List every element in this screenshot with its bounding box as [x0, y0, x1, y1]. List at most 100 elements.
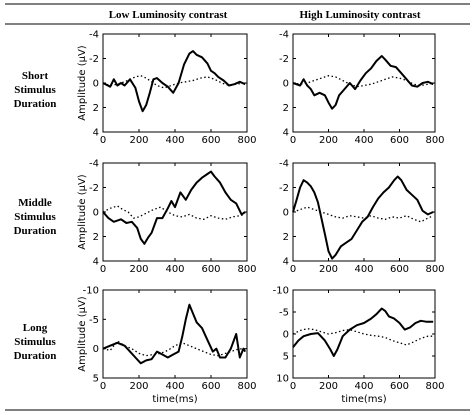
y-tick-label: 0: [283, 208, 289, 219]
x-tick-label: 0: [290, 135, 296, 146]
col-header-low: Low Luminosity contrast: [109, 9, 228, 21]
y-tick-label: -4: [89, 159, 99, 170]
row-header-short-line3: Duration: [14, 98, 57, 110]
row-header-middle-line1: Middle: [18, 197, 52, 209]
x-tick-label: 600: [201, 135, 220, 146]
plot-frame: [292, 33, 436, 133]
x-tick-label: 600: [201, 264, 220, 275]
y-tick-label: -2: [89, 183, 99, 194]
y-tick-label: 4: [283, 128, 289, 139]
x-tick-label: 0: [290, 264, 296, 275]
x-tick-label: 200: [129, 381, 148, 392]
y-tick-label: -4: [89, 30, 99, 41]
x-tick-label: 0: [100, 135, 106, 146]
plot-frame: [102, 289, 248, 379]
x-tick-label: 800: [237, 264, 256, 275]
x-axis-label: time(ms): [341, 394, 386, 405]
series-line-solid: [292, 307, 434, 357]
x-tick-label: 800: [425, 264, 444, 275]
row-header-short-line2: Stimulus: [14, 84, 56, 96]
y-tick-label: -5: [89, 315, 99, 326]
row-header-long-line1: Long: [23, 322, 48, 334]
y-tick-label: -2: [279, 54, 289, 65]
x-tick-label: 200: [319, 135, 338, 146]
y-axis-label: Amplitude (μV): [77, 296, 88, 372]
plot-frame: [102, 162, 248, 262]
row-header-middle: Middle Stimulus Duration: [14, 197, 57, 237]
y-tick-label: -2: [279, 183, 289, 194]
y-tick-label: 10: [276, 374, 289, 385]
y-axis-label: Amplitude (μV): [77, 45, 88, 121]
series-line-dotted: [292, 328, 434, 346]
y-axis-label: Amplitude (μV): [77, 174, 88, 250]
y-tick-label: 0: [93, 79, 99, 90]
series-line-solid: [102, 303, 247, 365]
row-header-long-line3: Duration: [14, 350, 57, 362]
series-line-dotted: [292, 206, 434, 223]
series-line-dotted: [292, 75, 434, 88]
row-header-middle-line2: Stimulus: [14, 211, 56, 223]
plot-frame: [292, 162, 436, 262]
y-tick-label: -10: [83, 286, 99, 297]
row-header-middle-line3: Duration: [14, 225, 57, 237]
row-header-short-line1: Short: [22, 70, 49, 82]
y-tick-label: 0: [283, 79, 289, 90]
x-tick-label: 0: [290, 381, 296, 392]
x-tick-label: 800: [237, 135, 256, 146]
x-tick-label: 0: [100, 381, 106, 392]
row-header-long-line2: Stimulus: [14, 336, 56, 348]
x-tick-label: 400: [165, 135, 184, 146]
y-tick-label: 5: [93, 374, 99, 385]
y-tick-label: -5: [279, 308, 289, 319]
y-tick-label: 2: [93, 232, 99, 243]
x-axis-label: time(ms): [152, 394, 197, 405]
x-tick-label: 400: [165, 381, 184, 392]
x-tick-label: 400: [354, 135, 373, 146]
x-tick-label: 600: [390, 135, 409, 146]
x-tick-label: 800: [237, 381, 256, 392]
y-tick-label: 4: [283, 257, 289, 268]
x-tick-label: 400: [165, 264, 184, 275]
series-line-solid: [292, 55, 434, 110]
x-tick-label: 200: [319, 381, 338, 392]
series-line-solid: [102, 50, 246, 113]
x-tick-label: 200: [129, 135, 148, 146]
col-header-high: High Luminosity contrast: [299, 9, 420, 21]
y-tick-label: -2: [89, 54, 99, 65]
x-tick-label: 400: [354, 381, 373, 392]
y-tick-label: -4: [279, 159, 289, 170]
y-tick-label: 2: [283, 232, 289, 243]
series-line-dotted: [102, 205, 246, 220]
x-tick-label: 400: [354, 264, 373, 275]
y-tick-label: -4: [279, 30, 289, 41]
y-tick-label: 2: [283, 103, 289, 114]
y-tick-label: 2: [93, 103, 99, 114]
series-line-solid: [102, 170, 246, 245]
series-line-solid: [292, 175, 434, 260]
x-tick-label: 600: [390, 264, 409, 275]
y-tick-label: 4: [93, 257, 99, 268]
y-tick-label: -10: [273, 286, 289, 297]
y-tick-label: 0: [283, 330, 289, 341]
x-tick-label: 800: [425, 381, 444, 392]
y-tick-label: 4: [93, 128, 99, 139]
x-tick-label: 600: [201, 381, 220, 392]
y-tick-label: 5: [283, 352, 289, 363]
x-tick-label: 0: [100, 264, 106, 275]
row-header-short: Short Stimulus Duration: [14, 70, 57, 110]
x-tick-label: 600: [390, 381, 409, 392]
y-tick-label: 0: [93, 208, 99, 219]
y-tick-label: 0: [93, 344, 99, 355]
x-tick-label: 800: [425, 135, 444, 146]
row-header-long: Long Stimulus Duration: [14, 322, 57, 362]
x-tick-label: 200: [129, 264, 148, 275]
x-tick-label: 200: [319, 264, 338, 275]
